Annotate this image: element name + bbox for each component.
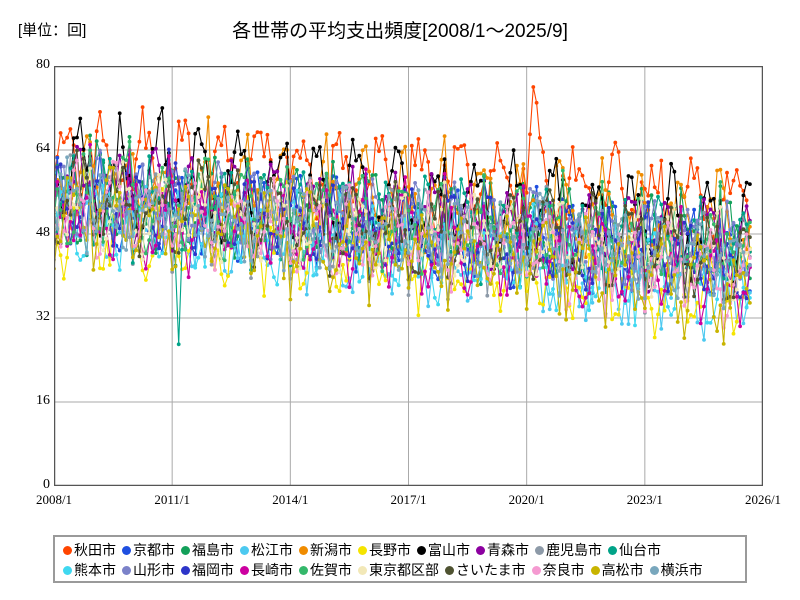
legend-marker-icon (181, 565, 190, 575)
x-axis-tick-label: 2017/1 (390, 492, 427, 507)
y-axis-tick-label: 16 (36, 393, 50, 408)
legend-row: 秋田市 京都市 福島市 松江市 新潟市 長野市 富山市 青森市 鹿児島市 仙台市 (55, 540, 753, 560)
legend-item[interactable]: 秋田市 (63, 543, 116, 557)
legend-marker-icon (240, 565, 249, 575)
legend-item[interactable]: 鹿児島市 (535, 543, 602, 557)
legend-label: 長崎市 (251, 562, 293, 578)
axis-frame (54, 66, 763, 486)
legend-marker-icon (445, 565, 454, 575)
x-axis-tick-label: 2020/1 (508, 492, 545, 507)
legend-item[interactable]: 長崎市 (240, 563, 293, 577)
legend-item[interactable]: 新潟市 (299, 543, 352, 557)
legend-label: 秋田市 (74, 542, 116, 558)
x-axis-tick-label: 2008/1 (35, 492, 73, 507)
legend: 秋田市 京都市 福島市 松江市 新潟市 長野市 富山市 青森市 鹿児島市 仙台市 熊本市 山形市 福岡… (53, 535, 747, 583)
legend-label: 佐賀市 (310, 562, 352, 578)
legend-label: 奈良市 (542, 562, 585, 578)
legend-label: さいたま市 (456, 562, 526, 578)
legend-item[interactable]: 熊本市 (63, 563, 116, 577)
legend-label: 熊本市 (74, 562, 116, 578)
legend-item[interactable]: さいたま市 (445, 563, 526, 577)
legend-label: 青森市 (487, 542, 529, 558)
legend-marker-icon (299, 545, 308, 555)
legend-marker-icon (358, 545, 367, 555)
legend-item[interactable]: 東京都区部 (358, 563, 439, 577)
legend-label: 横浜市 (660, 562, 703, 578)
legend-marker-icon (299, 565, 308, 575)
legend-label: 福島市 (192, 542, 234, 558)
legend-marker-icon (535, 545, 544, 555)
legend-marker-icon (122, 545, 131, 555)
legend-label: 富山市 (428, 542, 470, 558)
line-chart-svg (54, 66, 763, 486)
series-横浜市 (54, 155, 752, 311)
legend-marker-icon (649, 565, 659, 575)
unit-label: [単位：回] (18, 22, 87, 39)
legend-item[interactable]: 富山市 (417, 543, 470, 557)
legend-item[interactable]: 京都市 (122, 543, 175, 557)
legend-item[interactable]: 福岡市 (181, 563, 234, 577)
legend-label: 仙台市 (619, 542, 661, 558)
legend-item[interactable]: 長野市 (358, 543, 411, 557)
legend-marker-icon (63, 565, 72, 575)
legend-marker-icon (358, 565, 367, 575)
y-axis-tick-label: 0 (43, 477, 50, 492)
legend-item[interactable]: 横浜市 (649, 562, 703, 578)
page-title: 各世帯の平均支出頻度[2008/1～2025/9] (232, 21, 568, 42)
y-axis-tick-label: 64 (36, 141, 50, 156)
legend-marker-icon (63, 545, 72, 555)
y-axis-tick-label: 32 (36, 309, 50, 324)
plot-area (54, 66, 763, 486)
y-axis-tick-label: 48 (36, 225, 50, 240)
legend-marker-icon (531, 565, 541, 575)
x-axis-tick-label: 2011/1 (154, 492, 190, 507)
legend-marker-icon (122, 565, 131, 575)
legend-item[interactable]: 佐賀市 (299, 563, 352, 577)
legend-label: 京都市 (133, 542, 175, 558)
legend-label: 東京都区部 (369, 562, 439, 578)
legend-marker-icon (476, 545, 485, 555)
legend-row: 熊本市 山形市 福岡市 長崎市 佐賀市 東京都区部 さいたま市 奈良市 高松市 横浜市 (55, 560, 753, 580)
legend-label: 高松市 (601, 562, 644, 578)
legend-label: 山形市 (133, 562, 175, 578)
legend-item[interactable]: 山形市 (122, 563, 175, 577)
legend-label: 鹿児島市 (546, 542, 602, 558)
series-高松市 (54, 165, 752, 346)
x-axis-tick-label: 2014/1 (272, 492, 309, 507)
x-axis-tick-label: 2026/1 (744, 492, 782, 507)
y-axis-tick-label: 80 (36, 57, 50, 72)
y-axis-tick-labels: 0 16 32 48 64 80 (0, 0, 50, 600)
legend-marker-icon (590, 565, 600, 575)
legend-label: 福岡市 (192, 562, 234, 578)
legend-label: 松江市 (251, 542, 293, 558)
legend-label: 新潟市 (310, 542, 352, 558)
legend-item[interactable]: 高松市 (590, 562, 644, 578)
legend-marker-icon (417, 545, 426, 555)
legend-item[interactable]: 福島市 (181, 543, 234, 557)
legend-item[interactable]: 仙台市 (608, 543, 661, 557)
legend-item[interactable]: 青森市 (476, 543, 529, 557)
x-axis-tick-label: 2023/1 (626, 492, 663, 507)
legend-marker-icon (608, 545, 617, 555)
legend-item[interactable]: 奈良市 (531, 562, 585, 578)
legend-label: 長野市 (369, 542, 411, 558)
legend-marker-icon (181, 545, 190, 555)
legend-item[interactable]: 松江市 (240, 543, 293, 557)
legend-marker-icon (240, 545, 249, 555)
